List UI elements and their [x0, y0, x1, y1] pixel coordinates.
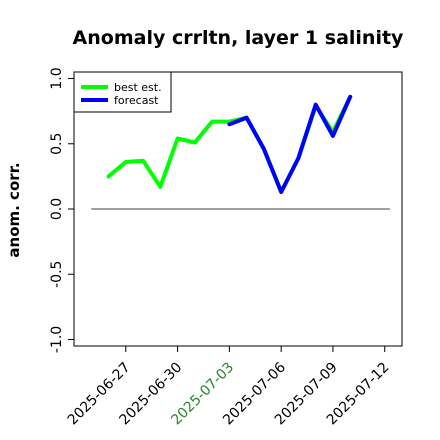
- x-axis: 2025-06-272025-06-302025-07-032025-07-06…: [65, 346, 393, 428]
- legend: best est. forecast: [73, 71, 172, 113]
- chart-title: Anomaly crrltn, layer 1 salinity: [73, 27, 404, 49]
- y-tick-label: -0.5: [49, 261, 65, 288]
- y-axis-label: anom. corr.: [5, 162, 23, 257]
- legend-label-best-est: best est.: [114, 81, 162, 94]
- y-tick-label: 1.0: [49, 67, 65, 89]
- series-lines: [106, 94, 353, 194]
- y-tick-label: 0.0: [49, 198, 65, 220]
- y-tick-label: 0.5: [49, 133, 65, 155]
- series-line-1: [227, 94, 353, 194]
- y-axis: -1.0 -0.5 0.0 0.5 1.0: [49, 67, 74, 353]
- legend-label-forecast: forecast: [114, 94, 159, 107]
- y-tick-label: -1.0: [49, 326, 65, 353]
- legend-box: [73, 71, 172, 113]
